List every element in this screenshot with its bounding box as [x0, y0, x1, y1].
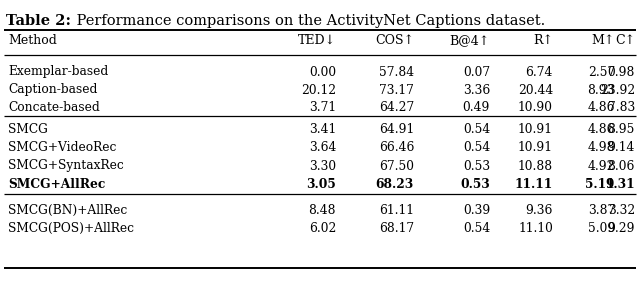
Text: 23.92: 23.92	[600, 83, 635, 97]
Text: 0.00: 0.00	[309, 66, 336, 78]
Text: Caption-based: Caption-based	[8, 83, 97, 97]
Text: SMCG+AllRec: SMCG+AllRec	[8, 178, 106, 190]
Text: B@4↑: B@4↑	[450, 34, 490, 47]
Text: 73.17: 73.17	[379, 83, 414, 97]
Text: 0.54: 0.54	[463, 221, 490, 235]
Text: Table 2:: Table 2:	[6, 14, 71, 28]
Text: 68.17: 68.17	[379, 221, 414, 235]
Text: 10.91: 10.91	[518, 142, 553, 154]
Text: 3.87: 3.87	[588, 204, 615, 217]
Text: SMCG+VideoRec: SMCG+VideoRec	[8, 142, 116, 154]
Text: 9.31: 9.31	[605, 178, 635, 190]
Text: Exemplar-based: Exemplar-based	[8, 66, 108, 78]
Text: 3.05: 3.05	[307, 178, 336, 190]
Text: COS↑: COS↑	[375, 34, 414, 47]
Text: 4.86: 4.86	[588, 102, 615, 114]
Text: 66.46: 66.46	[379, 142, 414, 154]
Text: Performance comparisons on the ActivityNet Captions dataset.: Performance comparisons on the ActivityN…	[72, 14, 545, 28]
Text: 10.91: 10.91	[518, 123, 553, 136]
Text: 6.02: 6.02	[308, 221, 336, 235]
Text: Concate-based: Concate-based	[8, 102, 100, 114]
Text: 8.48: 8.48	[308, 204, 336, 217]
Text: 3.32: 3.32	[608, 204, 635, 217]
Text: 5.11: 5.11	[586, 178, 615, 190]
Text: 0.54: 0.54	[463, 123, 490, 136]
Text: 3.36: 3.36	[463, 83, 490, 97]
Text: 3.71: 3.71	[309, 102, 336, 114]
Text: TED↓: TED↓	[298, 34, 336, 47]
Text: 7.83: 7.83	[608, 102, 635, 114]
Text: 20.44: 20.44	[518, 83, 553, 97]
Text: 68.23: 68.23	[376, 178, 414, 190]
Text: 0.39: 0.39	[463, 204, 490, 217]
Text: M↑: M↑	[591, 34, 615, 47]
Text: 0.54: 0.54	[463, 142, 490, 154]
Text: 11.11: 11.11	[515, 178, 553, 190]
Text: 10.90: 10.90	[518, 102, 553, 114]
Text: 9.36: 9.36	[525, 204, 553, 217]
Text: R↑: R↑	[533, 34, 553, 47]
Text: 0.53: 0.53	[460, 178, 490, 190]
Text: SMCG(POS)+AllRec: SMCG(POS)+AllRec	[8, 221, 134, 235]
Text: SMCG: SMCG	[8, 123, 48, 136]
Text: 8.95: 8.95	[607, 123, 635, 136]
Text: SMCG+SyntaxRec: SMCG+SyntaxRec	[8, 159, 124, 173]
Text: 3.41: 3.41	[308, 123, 336, 136]
Text: SMCG(BN)+AllRec: SMCG(BN)+AllRec	[8, 204, 127, 217]
Text: 61.11: 61.11	[379, 204, 414, 217]
Text: 4.92: 4.92	[588, 159, 615, 173]
Text: 57.84: 57.84	[379, 66, 414, 78]
Text: 0.53: 0.53	[463, 159, 490, 173]
Text: 8.06: 8.06	[607, 159, 635, 173]
Text: 9.14: 9.14	[607, 142, 635, 154]
Text: 5.09: 5.09	[588, 221, 615, 235]
Text: 4.86: 4.86	[588, 123, 615, 136]
Text: 0.49: 0.49	[463, 102, 490, 114]
Text: 0.98: 0.98	[607, 66, 635, 78]
Text: 9.29: 9.29	[607, 221, 635, 235]
Text: 2.57: 2.57	[588, 66, 615, 78]
Text: 3.30: 3.30	[309, 159, 336, 173]
Text: 10.88: 10.88	[518, 159, 553, 173]
Text: 11.10: 11.10	[518, 221, 553, 235]
Text: 64.91: 64.91	[379, 123, 414, 136]
Text: Method: Method	[8, 34, 57, 47]
Text: 67.50: 67.50	[379, 159, 414, 173]
Text: 3.64: 3.64	[308, 142, 336, 154]
Text: 20.12: 20.12	[301, 83, 336, 97]
Text: 6.74: 6.74	[525, 66, 553, 78]
Text: 64.27: 64.27	[379, 102, 414, 114]
Text: 8.93: 8.93	[588, 83, 615, 97]
Text: C↑: C↑	[615, 34, 635, 47]
Text: 0.07: 0.07	[463, 66, 490, 78]
Text: 4.98: 4.98	[588, 142, 615, 154]
